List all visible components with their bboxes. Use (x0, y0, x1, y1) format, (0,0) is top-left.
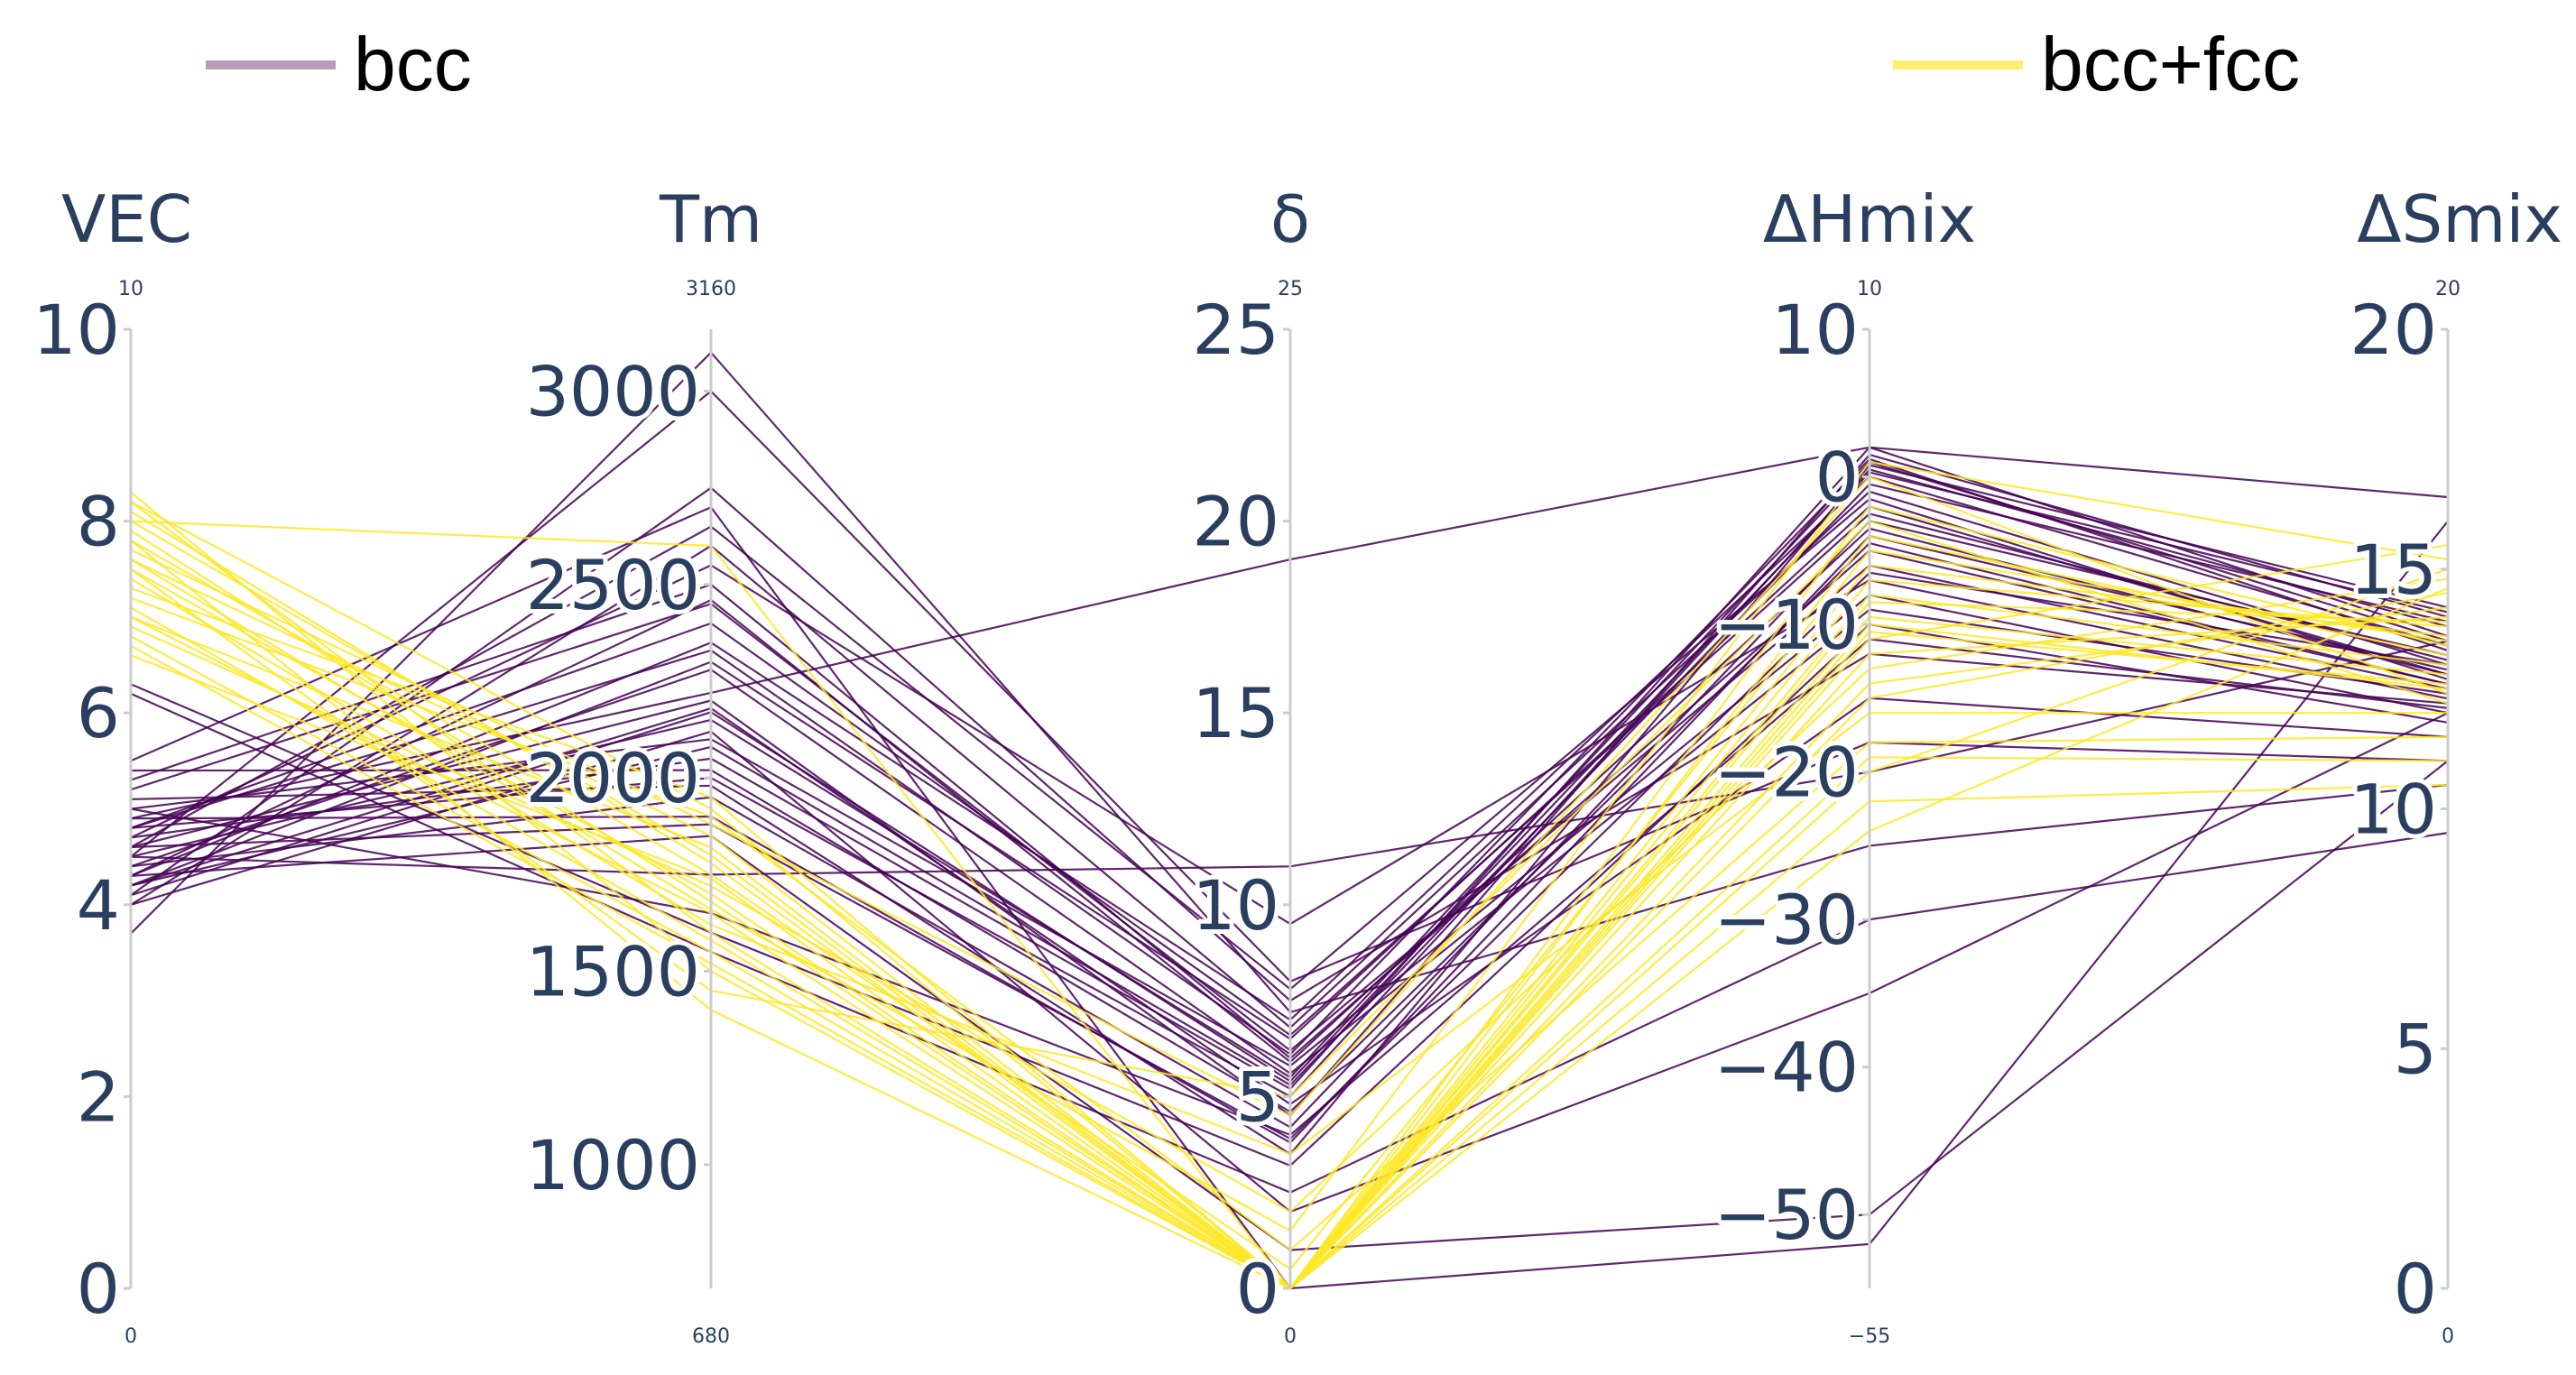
axis-2-tick-label-4: 20 (1192, 482, 1279, 562)
axis-1-tick-label-3: 2500 (526, 545, 700, 625)
axes: VEC1000246810Tm3160680100015002000250030… (28, 181, 2562, 1348)
legend-label-bcc: bcc (354, 22, 472, 106)
axis-0-tick-label-2: 4 (77, 865, 120, 946)
axis-title-2: δ (1270, 181, 1310, 257)
legend-item-bcc-fcc[interactable]: bcc+fcc (1893, 22, 2300, 106)
axis-0-tick-label-0: 0 (77, 1249, 120, 1329)
axis-3-tick-label-5: 0 (1815, 438, 1859, 518)
axis-2-tick-label-0: 0 (1236, 1249, 1279, 1329)
axis-range-min-2: 0 (1284, 1325, 1297, 1348)
axis-1[interactable]: Tm 3160 680 1000 1500 2000 2500 3000 (522, 181, 762, 1348)
axis-range-min-0: 0 (125, 1325, 137, 1348)
axis-3-tick-label-6: 10 (1771, 290, 1859, 370)
axis-range-min-3: −55 (1849, 1325, 1890, 1348)
axis-2-tick-label-2: 10 (1192, 865, 1279, 946)
legend-item-bcc[interactable]: bcc (206, 22, 472, 106)
axis-1-tick-label-2: 2000 (526, 738, 700, 818)
axis-2-tick-label-5: 25 (1192, 290, 1279, 370)
legend: bcc bcc+fcc (206, 22, 2300, 106)
axis-title-3: ΔHmix (1763, 181, 1976, 257)
axis-0-tick-label-1: 2 (77, 1057, 120, 1137)
axis-title-4: ΔSmix (2357, 181, 2562, 257)
axis-3-tick-label-3: −20 (1714, 733, 1859, 813)
axis-2-tick-label-1: 5 (1236, 1057, 1279, 1137)
axis-range-max-1: 3160 (686, 278, 736, 300)
axis-2[interactable]: δ 25 00 5 10 15 20 25 (1187, 181, 1310, 1348)
axis-4-tick-label-4: 20 (2350, 290, 2437, 370)
axis-range-max-2: 25 (1278, 278, 1303, 300)
legend-label-bcc-fcc: bcc+fcc (2041, 22, 2300, 106)
axis-3-tick-label-2: −30 (1714, 880, 1859, 960)
axis-title-1: Tm (659, 181, 762, 257)
axis-range-max-0: 10 (118, 278, 143, 300)
axis-3-tick-label-1: −40 (1714, 1028, 1859, 1108)
axis-3[interactable]: ΔHmix 10 −55 −50 −40 −30 −20 −10 0 10 (1710, 181, 1976, 1348)
axis-1-tick-label-0: 1000 (526, 1125, 700, 1205)
axis-0-tick-label-3: 6 (77, 673, 120, 753)
axis-range-max-3: 10 (1857, 278, 1882, 300)
axis-range-min-1: 680 (692, 1325, 730, 1348)
axis-0[interactable]: VEC 10 00 2 4 6 8 10 (28, 181, 192, 1348)
axis-3-tick-label-0: −50 (1714, 1175, 1859, 1255)
axis-1-tick-label-4: 3000 (526, 352, 700, 432)
axis-4-tick-label-3: 15 (2350, 530, 2437, 610)
axis-range-max-4: 20 (2435, 278, 2461, 300)
axis-range-min-4: 0 (2442, 1325, 2454, 1348)
axis-title-0: VEC (61, 181, 192, 257)
axis-0-tick-label-4: 8 (77, 482, 120, 562)
axis-4-tick-label-1: 5 (2394, 1009, 2437, 1089)
axis-3-tick-label-4: −10 (1714, 585, 1859, 665)
axis-4[interactable]: ΔSmix 20 00 5 10 15 20 (2345, 181, 2562, 1348)
axis-4-tick-label-2: 10 (2350, 770, 2437, 850)
axis-1-tick-label-1: 1500 (526, 932, 700, 1012)
axis-0-tick-label-5: 10 (32, 290, 120, 370)
axis-2-tick-label-3: 15 (1192, 673, 1279, 753)
axis-4-tick-label-0: 0 (2394, 1249, 2437, 1329)
